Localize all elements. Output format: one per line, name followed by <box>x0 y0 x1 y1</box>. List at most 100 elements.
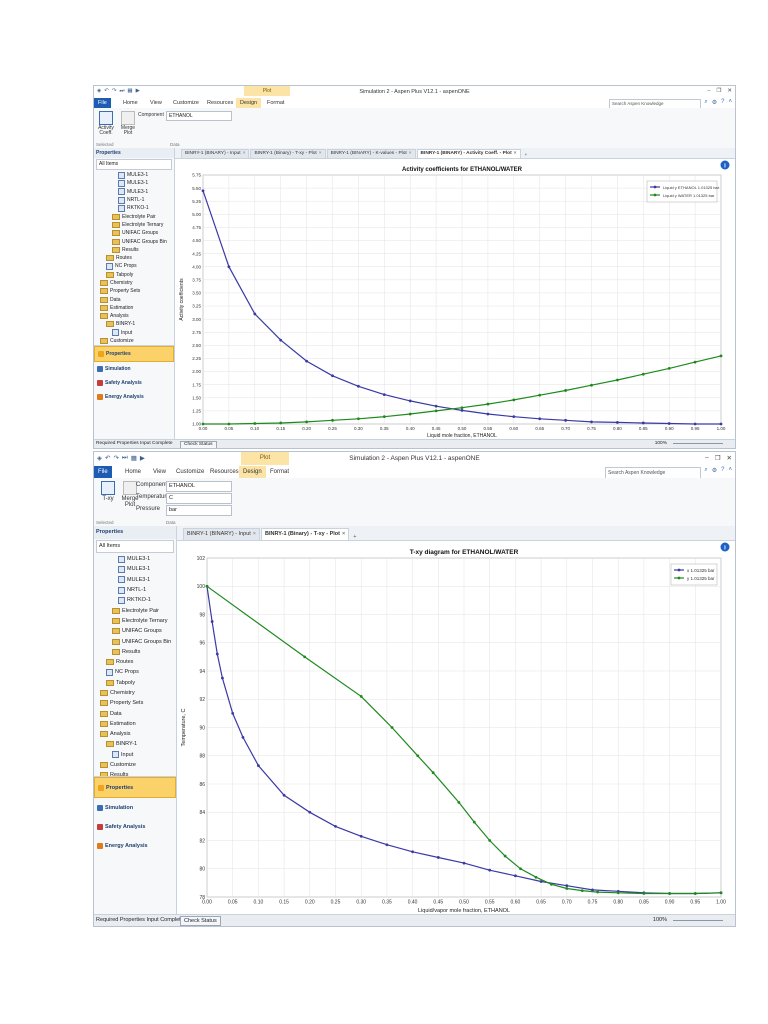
grid-icon[interactable]: ▦ <box>130 455 137 462</box>
document-tab[interactable]: BINRY-1 (BINARY) - Input × <box>181 149 250 158</box>
ribbon-tab-resources[interactable]: Resources <box>210 469 239 475</box>
close-icon[interactable]: ✕ <box>727 88 732 94</box>
ribbon-field-component[interactable]: ETHANOL <box>166 481 232 492</box>
tree-item[interactable]: RKTKO-1 <box>96 204 174 212</box>
close-tab-icon[interactable]: × <box>342 531 346 537</box>
ribbon-field-component[interactable]: ETHANOL <box>166 111 232 121</box>
maximize-icon[interactable]: ❐ <box>716 88 722 94</box>
tree-item[interactable]: Customize <box>96 337 174 345</box>
tree-item[interactable]: MULE3-1 <box>96 171 174 179</box>
tree-item[interactable]: Data <box>96 295 174 303</box>
tree-item[interactable]: Chemistry <box>96 279 174 287</box>
play-icon[interactable]: ▶ <box>135 88 140 94</box>
tree-item[interactable]: UNIFAC Groups <box>96 229 174 237</box>
ribbon-tab-resources[interactable]: Resources <box>207 100 234 106</box>
ribbon-field-pressure[interactable]: bar <box>166 505 232 516</box>
step-icon[interactable]: ⏭ <box>121 454 128 461</box>
nav-button-simulation[interactable]: Simulation <box>94 798 176 817</box>
close-tab-icon[interactable]: × <box>242 151 246 156</box>
check-status-button[interactable]: Check Status <box>180 916 221 926</box>
redo-icon[interactable]: ↷ <box>113 455 119 462</box>
tree-item[interactable]: Customize <box>96 760 176 770</box>
ribbon-tab-format[interactable]: Format <box>270 469 290 475</box>
ribbon-tab-format[interactable]: Format <box>267 100 285 106</box>
tree-item[interactable]: Electrolyte Pair <box>96 212 174 220</box>
tree-item[interactable]: Estimation <box>96 719 176 729</box>
collapse-icon[interactable]: ˄ <box>728 99 732 105</box>
ribbon-tab-customize[interactable]: Customize <box>173 100 199 106</box>
info-icon[interactable]: i <box>720 542 730 552</box>
nav-button-energy-analysis[interactable]: Energy Analysis <box>94 836 176 855</box>
tree-item[interactable]: Input <box>96 750 176 760</box>
aspen-logo-icon[interactable]: ◈ <box>97 88 102 94</box>
play-icon[interactable]: ▶ <box>139 455 145 462</box>
merge-plot-button[interactable]: Merge Plot <box>120 481 140 509</box>
envelope-chart-button[interactable]: Activity Coeff. <box>96 111 116 137</box>
ribbon-tab-view[interactable]: View <box>150 100 162 106</box>
tree-item[interactable]: Analysis <box>96 312 174 320</box>
tree-item[interactable]: Tabpoly <box>96 678 176 688</box>
tree-item[interactable]: MULE3-1 <box>96 188 174 196</box>
step-icon[interactable]: ⏭ <box>119 88 125 94</box>
tree-item[interactable]: MULE3-1 <box>96 554 176 564</box>
tree-item[interactable]: Electrolyte Ternary <box>96 616 176 626</box>
tree-item[interactable]: RKTKO-1 <box>96 595 176 605</box>
filter-select[interactable]: All Items <box>96 540 174 553</box>
info-icon[interactable]: i <box>720 160 730 170</box>
zoom-slider[interactable] <box>673 443 723 444</box>
tree-item[interactable]: Routes <box>96 657 176 667</box>
document-tab[interactable]: BINRY-1 (BINARY) - Activity Coeff. - Plo… <box>416 149 521 158</box>
tree-item[interactable]: Results <box>96 647 176 657</box>
tree-item[interactable]: NC Props <box>96 667 176 677</box>
txy-chart-button[interactable]: T-xy <box>98 481 118 502</box>
redo-icon[interactable]: ↷ <box>111 88 117 94</box>
ribbon-tab-design[interactable]: Design <box>239 466 266 478</box>
tree-item[interactable]: BINRY-1 <box>96 739 176 749</box>
ribbon-tab-home[interactable]: Home <box>125 469 142 475</box>
close-tab-icon[interactable]: × <box>318 151 322 156</box>
tree-item[interactable]: MULE3-1 <box>96 179 174 187</box>
tree-item[interactable]: Electrolyte Ternary <box>96 221 174 229</box>
tree-item[interactable]: Property Sets <box>96 287 174 295</box>
tree-item[interactable]: UNIFAC Groups <box>96 626 176 636</box>
ribbon-tab-customize[interactable]: Customize <box>176 469 205 475</box>
close-tab-icon[interactable]: × <box>408 151 412 156</box>
zoom-slider[interactable] <box>673 920 723 921</box>
tree-item[interactable]: BINRY-1 <box>96 320 174 328</box>
search-icon[interactable]: ⌕ <box>704 467 708 473</box>
document-tab[interactable]: BINRY-1 (Binary) - T-xy - Plot × <box>250 149 326 158</box>
minimize-icon[interactable]: – <box>707 88 711 94</box>
grid-icon[interactable]: ▦ <box>127 88 133 94</box>
tree-item[interactable]: Chemistry <box>96 688 176 698</box>
undo-icon[interactable]: ↶ <box>104 88 109 94</box>
new-tab-icon[interactable]: + <box>524 153 528 158</box>
document-tab[interactable]: BINRY-1 (BINARY) - Input × <box>183 528 261 540</box>
tree-item[interactable]: Electrolyte Pair <box>96 605 176 615</box>
nav-button-properties[interactable]: Properties <box>94 777 176 798</box>
collapse-icon[interactable]: ˄ <box>728 467 732 473</box>
ribbon-tab-design[interactable]: Design <box>236 98 262 108</box>
ribbon-tab-file[interactable]: File <box>94 98 111 108</box>
nav-button-simulation[interactable]: Simulation <box>94 362 174 376</box>
aspen-logo-icon[interactable]: ◈ <box>97 455 102 462</box>
tree-item[interactable]: Estimation <box>96 304 174 312</box>
tree-item[interactable]: MULE3-1 <box>96 575 176 585</box>
nav-button-safety-analysis[interactable]: Safety Analysis <box>94 817 176 836</box>
ribbon-field-temperature[interactable]: C <box>166 493 232 504</box>
tree-item[interactable]: NRTL-1 <box>96 585 176 595</box>
filter-select[interactable]: All Items <box>96 159 172 170</box>
ribbon-tab-file[interactable]: File <box>94 466 112 478</box>
close-tab-icon[interactable]: × <box>252 531 257 537</box>
tree-item[interactable]: NRTL-1 <box>96 196 174 204</box>
settings-icon[interactable]: ⚙ <box>711 100 718 106</box>
document-tab[interactable]: BINRY-1 (Binary) - T-xy - Plot × <box>261 528 350 540</box>
tree-item[interactable]: UNIFAC Groups Bin <box>96 237 174 245</box>
document-tab[interactable]: BINRY-1 (BINARY) - K-values - Plot × <box>326 149 416 158</box>
undo-icon[interactable]: ↶ <box>105 455 111 462</box>
minimize-icon[interactable]: – <box>705 454 709 461</box>
close-tab-icon[interactable]: × <box>513 151 517 156</box>
tree-item[interactable]: Analysis <box>96 729 176 739</box>
settings-icon[interactable]: ⚙ <box>711 468 718 474</box>
ribbon-tab-home[interactable]: Home <box>123 100 138 106</box>
nav-button-energy-analysis[interactable]: Energy Analysis <box>94 390 174 404</box>
